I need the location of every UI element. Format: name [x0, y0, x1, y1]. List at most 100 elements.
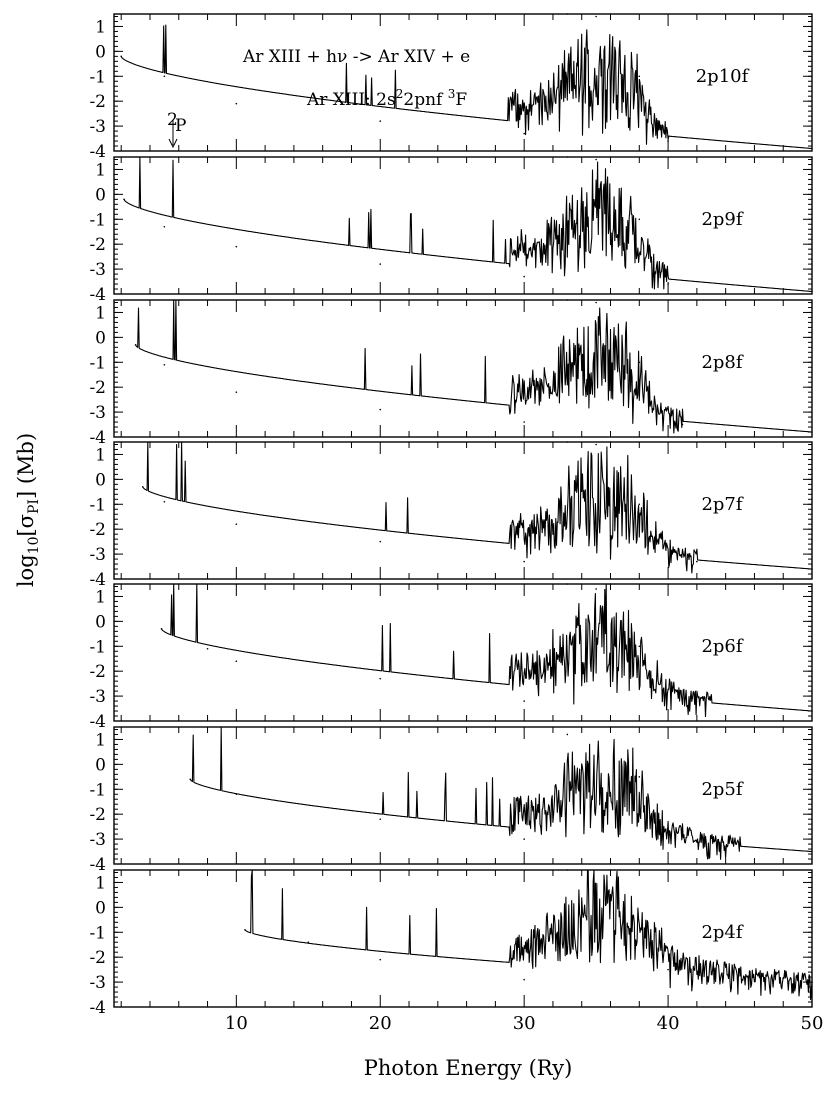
- x-tick-label: 30: [513, 1013, 536, 1034]
- panel-2p6f: 1 0 -1 -2 -3 -4 2p6f: [89, 583, 813, 732]
- data-point: [379, 408, 382, 411]
- threshold-label: P: [175, 116, 186, 136]
- data-point: [163, 363, 166, 366]
- data-point: [667, 140, 669, 142]
- data-point: [163, 75, 166, 78]
- data-point: [163, 225, 166, 228]
- y-tick-label: -3: [89, 830, 106, 850]
- series-line-2p8f: [135, 299, 812, 434]
- series-line-2p9f: [123, 156, 813, 293]
- data-point: [595, 588, 597, 590]
- data-point: [379, 540, 382, 543]
- y-tick-label: -1: [89, 495, 106, 515]
- y-tick-label: 0: [95, 612, 106, 632]
- data-point: [379, 677, 382, 680]
- y-tick-label: -3: [89, 260, 106, 280]
- reaction-annotation: Ar XIII + hν -> Ar XIV + e: [242, 47, 470, 67]
- series-label: 2p10f: [696, 66, 750, 87]
- panel-2p4f: 1 0 -1 -2 -3 -4 2p4f: [89, 869, 813, 1018]
- y-tick-label: 0: [95, 470, 106, 490]
- data-point: [379, 263, 382, 265]
- data-point: [160, 628, 163, 630]
- data-point: [566, 13, 569, 15]
- y-tick-label: -1: [89, 780, 106, 800]
- data-point: [811, 981, 813, 983]
- x-tick-label: 50: [801, 1013, 824, 1034]
- data-point: [667, 968, 669, 971]
- data-point: [609, 441, 612, 443]
- series-label: 2p4f: [701, 922, 743, 943]
- panel-frame: [113, 299, 813, 438]
- data-point: [189, 778, 192, 781]
- data-point: [609, 156, 612, 158]
- y-tick-label: -4: [89, 285, 106, 305]
- data-point: [566, 869, 569, 871]
- y-tick-label: 0: [95, 42, 106, 62]
- y-tick-label: -1: [89, 637, 106, 657]
- data-point: [638, 361, 641, 364]
- data-point: [523, 275, 525, 278]
- data-point: [566, 733, 569, 736]
- data-point: [379, 818, 382, 820]
- state-post: F: [455, 90, 467, 110]
- y-tick-label: -2: [89, 948, 106, 968]
- data-point: [566, 299, 569, 301]
- data-point: [523, 700, 525, 702]
- data-point: [595, 15, 597, 18]
- panel-frame: [113, 869, 813, 1008]
- data-point: [681, 423, 684, 426]
- y-tick-label: -2: [89, 520, 106, 540]
- data-point: [523, 421, 525, 423]
- y-tick-label: -1: [89, 210, 106, 230]
- threshold-arrow-head: [168, 138, 178, 149]
- panel-2p5f: 1 0 -1 -2 -3 -4 2p5f: [89, 726, 813, 875]
- x-tick-labels: 10 20 30 40 50: [225, 1013, 824, 1034]
- data-point: [811, 290, 813, 293]
- y-tick-label: -1: [89, 67, 106, 87]
- state-mid: 2pnf: [403, 90, 447, 110]
- data-point: [638, 645, 641, 648]
- y-tick-label: -3: [89, 403, 106, 423]
- y-tick-label: 0: [95, 898, 106, 918]
- y-tick-label: -2: [89, 805, 106, 825]
- y-axis-title: log10[σPI] (Mb): [14, 433, 42, 587]
- data-point: [638, 218, 641, 221]
- y-tick-label: 1: [95, 730, 106, 750]
- panel-2p10f: 1 0 -1 -2 -3 -4 2p10f: [89, 13, 813, 162]
- x-axis-title: Photon Energy (Ry): [364, 1056, 573, 1080]
- data-point: [123, 198, 125, 201]
- data-point: [163, 500, 166, 503]
- data-point: [235, 523, 238, 525]
- data-point: [120, 55, 122, 58]
- state-sup2: 3: [448, 87, 456, 101]
- series-label: 2p6f: [701, 636, 743, 657]
- series-label: 2p8f: [701, 352, 743, 373]
- y-tick-label: -4: [89, 428, 106, 448]
- data-point: [244, 928, 246, 931]
- data-point: [235, 245, 238, 248]
- data-point: [609, 726, 612, 728]
- data-point: [566, 583, 569, 585]
- data-point: [307, 941, 310, 944]
- data-point: [595, 301, 597, 304]
- y-tick-label: 1: [95, 303, 106, 323]
- data-point: [235, 102, 238, 105]
- panel-frame: [113, 726, 813, 865]
- series-line-2p7f: [142, 441, 812, 574]
- y-tick-label: 1: [95, 160, 106, 180]
- data-point: [235, 660, 238, 663]
- panel-2p7f: 1 0 -1 -2 -3 -4 2p7f: [89, 441, 813, 590]
- state-pre: Ar XIII: 2s: [306, 90, 396, 110]
- data-point: [638, 503, 641, 506]
- y-tick-label: 1: [95, 587, 106, 607]
- data-point: [379, 120, 382, 122]
- series-label: 2p7f: [701, 494, 743, 515]
- y-tick-label: 0: [95, 185, 106, 205]
- data-point: [595, 443, 597, 446]
- data-point: [134, 344, 137, 346]
- data-point: [141, 486, 144, 488]
- y-tick-label: 1: [95, 445, 106, 465]
- y-tick-label: -2: [89, 92, 106, 112]
- series-label: 2p5f: [701, 779, 743, 800]
